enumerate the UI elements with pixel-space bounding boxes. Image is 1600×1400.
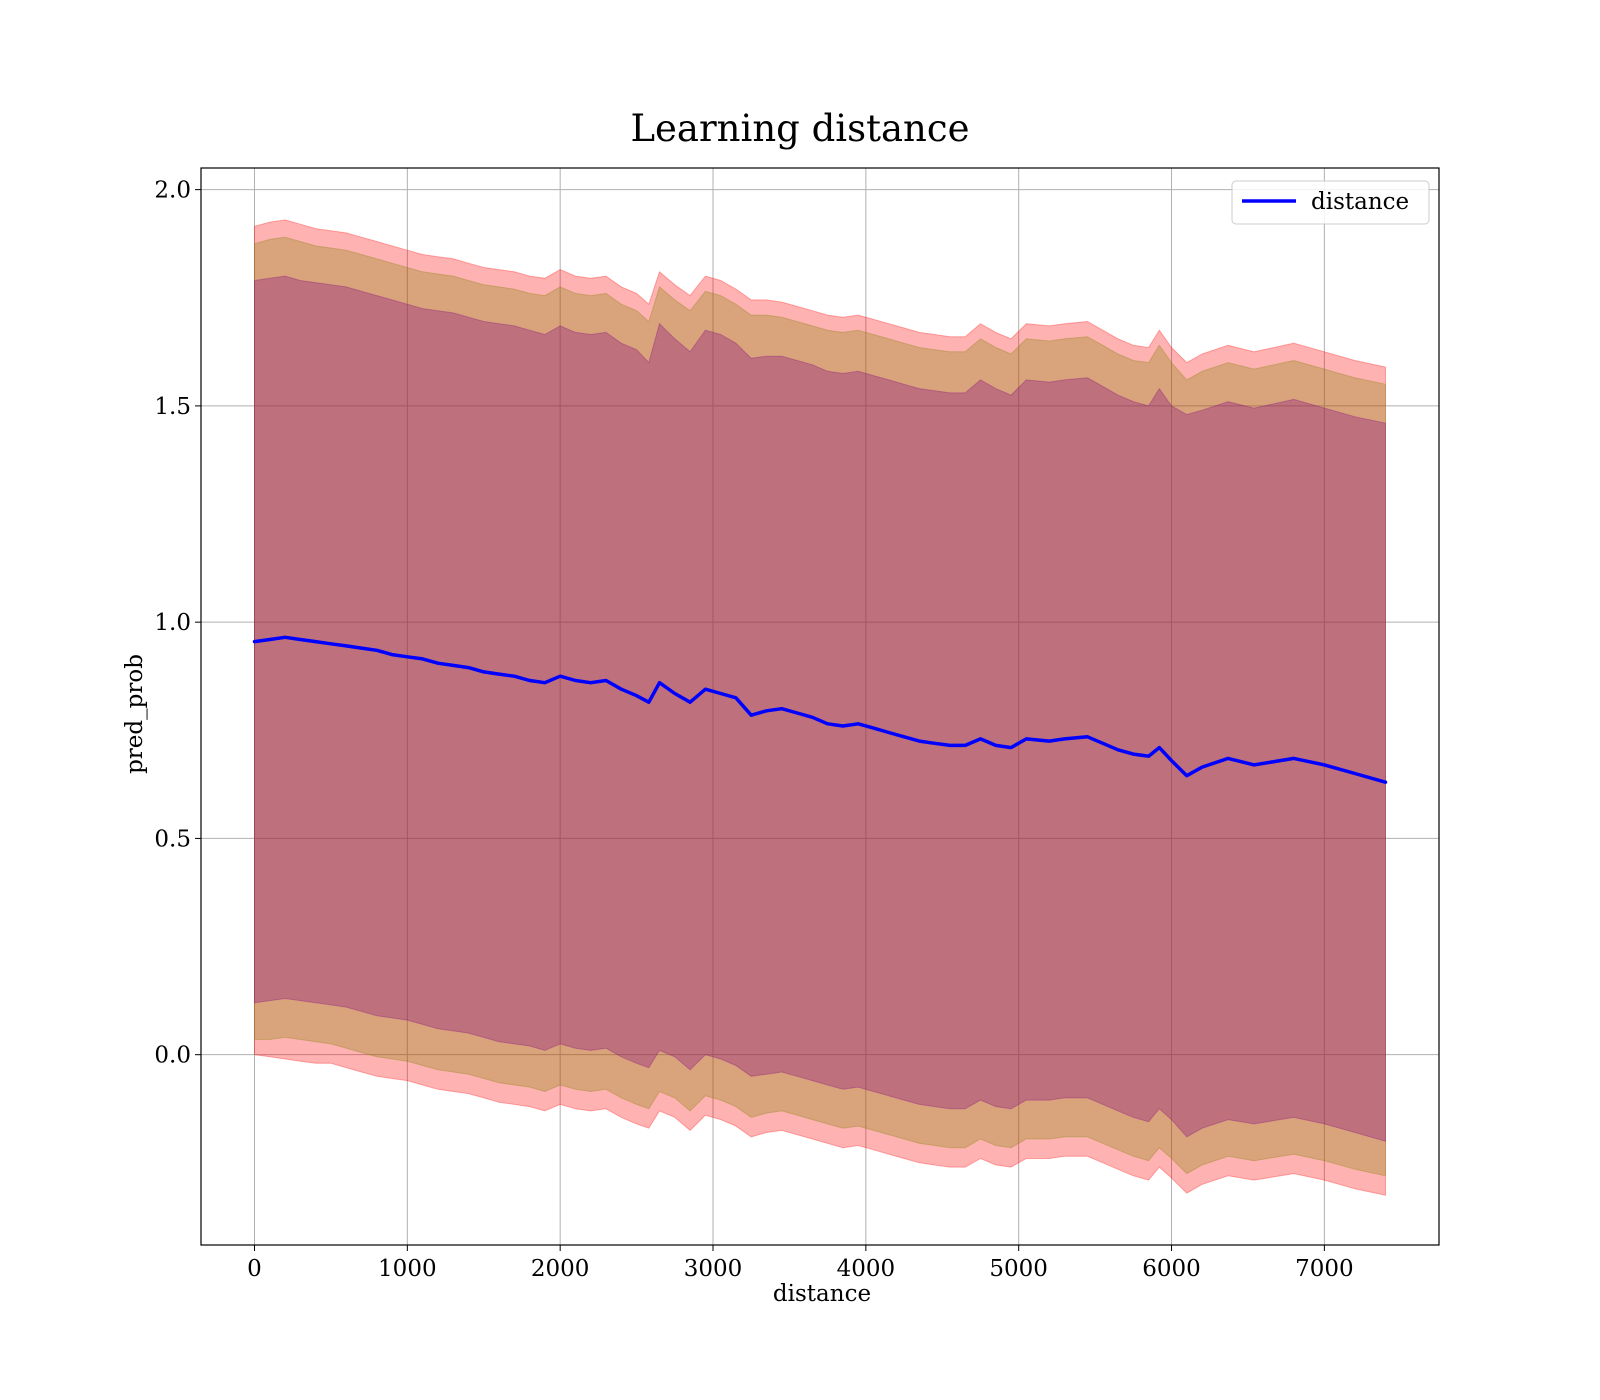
y-tick-label: 1.5 xyxy=(154,394,191,420)
series-line-distance xyxy=(252,635,1388,784)
x-tick-label: 3000 xyxy=(684,1256,743,1282)
legend-box xyxy=(1231,180,1430,225)
chart-title: Learning distance xyxy=(630,107,969,150)
x-tick-label: 5000 xyxy=(989,1256,1048,1282)
y-tick-label: 0.5 xyxy=(154,826,191,852)
legend: distance xyxy=(1231,180,1430,225)
axis-ticks: 0 1000 2000 3000 4000 5000 6000 7000 0.0 0.5 1.0 1.… xyxy=(154,178,1353,1282)
y-axis-label: pred_prob xyxy=(122,654,148,774)
x-tick-label: 1000 xyxy=(378,1256,437,1282)
line-series xyxy=(252,635,1388,784)
y-tick-label: 1.0 xyxy=(154,610,191,636)
legend-label-distance: distance xyxy=(1311,189,1409,215)
y-tick-label: 0.0 xyxy=(154,1043,191,1069)
x-tick-label: 7000 xyxy=(1295,1256,1354,1282)
band-inner xyxy=(254,275,1386,1142)
x-tick-label: 0 xyxy=(247,1256,262,1282)
x-tick-label: 6000 xyxy=(1142,1256,1201,1282)
band-middle xyxy=(254,236,1386,1177)
y-tick-label: 2.0 xyxy=(154,178,191,204)
band-areas xyxy=(254,219,1386,1196)
x-axis-label: distance xyxy=(773,1281,871,1307)
band-outer xyxy=(254,219,1386,1196)
x-tick-label: 2000 xyxy=(531,1256,590,1282)
x-tick-label: 4000 xyxy=(837,1256,896,1282)
plot-frame xyxy=(200,167,1440,1246)
